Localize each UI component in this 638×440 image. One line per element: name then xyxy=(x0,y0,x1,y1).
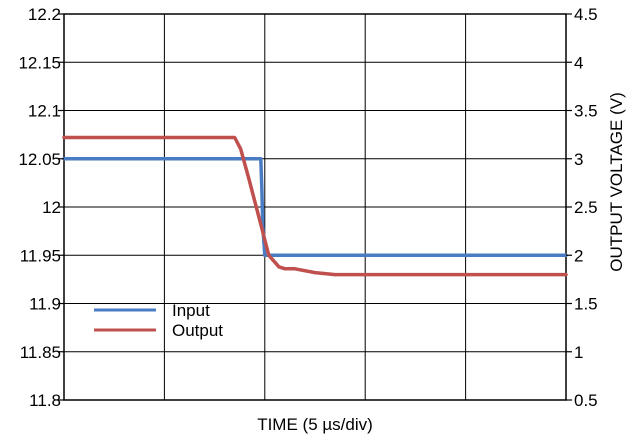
left-tick-label: 12.05 xyxy=(18,150,61,169)
legend-label-input: Input xyxy=(172,301,210,320)
x-axis-label: TIME (5 µs/div) xyxy=(257,415,373,434)
left-tick-label: 12.1 xyxy=(28,102,61,121)
right-tick-label: 4.5 xyxy=(574,5,598,24)
legend-label-output: Output xyxy=(172,321,223,340)
right-tick-label: 2 xyxy=(574,246,583,265)
left-tick-label: 12.15 xyxy=(18,53,61,72)
left-tick-label: 12.2 xyxy=(28,5,61,24)
left-tick-label: 11.8 xyxy=(29,391,61,410)
right-tick-label: 3 xyxy=(574,150,583,169)
left-y-axis: 12.2 12.15 12.1 12.05 12 11.95 11.9 11.85 11.8 xyxy=(18,5,64,410)
left-tick-label: 12 xyxy=(42,198,61,217)
right-tick-label: 0.5 xyxy=(574,391,598,410)
right-y-axis-label: OUTPUT VOLTAGE (V) xyxy=(607,92,626,271)
right-tick-label: 3.5 xyxy=(574,102,598,121)
right-tick-label: 1 xyxy=(574,343,583,362)
right-tick-label: 4 xyxy=(574,53,583,72)
series-layer xyxy=(62,135,568,277)
left-tick-label: 11.85 xyxy=(20,343,61,362)
right-tick-label: 1.5 xyxy=(574,295,598,314)
grid xyxy=(64,14,566,400)
right-tick-label: 2.5 xyxy=(574,198,598,217)
left-tick-label: 11.9 xyxy=(29,295,61,314)
series-line-input xyxy=(62,156,568,258)
left-tick-label: 11.95 xyxy=(20,246,61,265)
series-line-output xyxy=(62,135,568,277)
right-y-axis: 4.5 4 3.5 3 2.5 2 1.5 1 0.5 xyxy=(566,5,598,410)
